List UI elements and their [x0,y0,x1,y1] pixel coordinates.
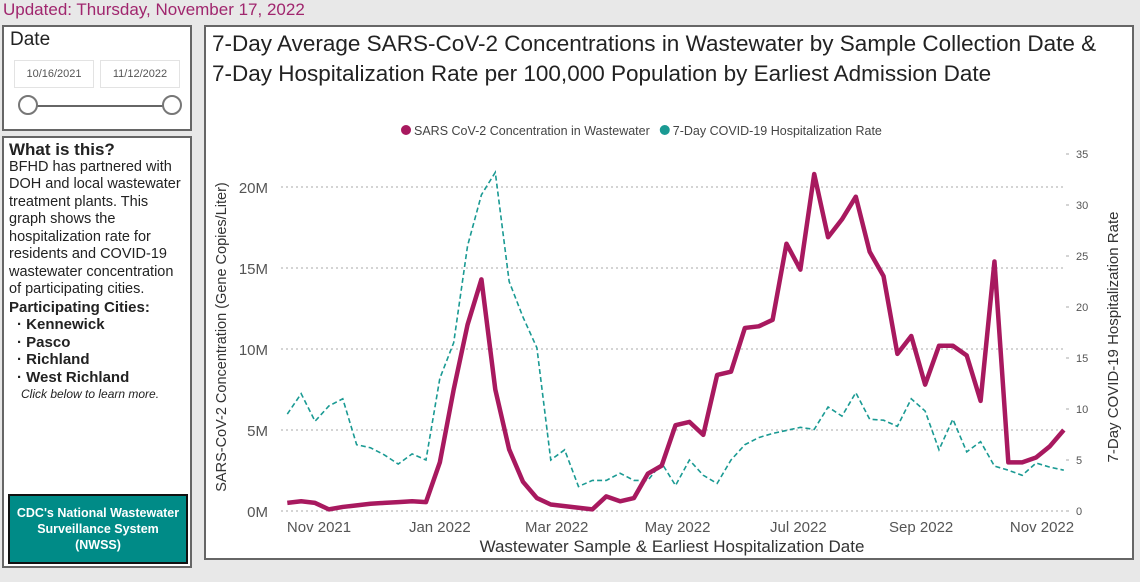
date-filter-label: Date [10,29,51,50]
updated-timestamp: Updated: Thursday, November 17, 2022 [3,0,305,19]
y2-tick-label: 0 [1076,506,1082,518]
city-item: · West Richland [17,368,130,386]
x-tick-label: Nov 2022 [1010,519,1074,536]
city-name: Kennewick [26,316,105,333]
y2-tick-label: 30 [1076,200,1088,212]
slider-start-handle[interactable] [18,95,38,115]
nwss-link-button[interactable]: CDC's National Wastewater Surveillance S… [8,494,188,564]
y2-tick-label: 25 [1076,251,1088,263]
city-name: Pasco [26,333,71,351]
y2-axis-title: 7-Day COVID-19 Hospitalization Rate [1105,212,1122,463]
y-axis-title: SARS-CoV-2 Concentration (Gene Copies/Li… [214,182,230,491]
chart-svg: 0M 5M 10M 15M 20M 0 5 10 15 20 25 30 35 Nov 2021 Jan 2… [214,124,1122,556]
city-name: Richland [26,351,90,368]
date-range-slider[interactable] [30,105,172,107]
y2-tick-label: 35 [1076,149,1088,161]
x-tick-label: Mar 2022 [525,519,588,536]
y2-tick-label: 20 [1076,302,1088,314]
legend-marker-1 [659,125,670,135]
legend-marker-0 [401,125,411,135]
info-heading: What is this? [9,140,115,159]
y-tick-label: 20M [239,180,268,197]
x-tick-label: Sep 2022 [889,519,953,536]
chart-title: 7-Day Average SARS-CoV-2 Concentrations … [212,31,1097,86]
end-date-input[interactable]: 11/12/2022 [100,60,180,88]
info-body: BFHD has partnered with DOH and local wa… [9,158,181,298]
legend-label: SARS CoV-2 Concentration in Wastewater [414,124,650,138]
legend-label: 7-Day COVID-19 Hospitalization Rate [673,124,882,138]
x-tick-label: Nov 2021 [287,519,351,536]
slider-end-handle[interactable] [162,95,182,115]
y2-tick-label: 15 [1076,353,1088,365]
city-item: · Kennewick [17,316,105,333]
learn-more-text: Click below to learn more. [21,387,160,401]
y-tick-label: 5M [247,423,268,440]
cities-heading: Participating Cities: [9,298,150,316]
hospitalization-rate-line [286,170,1064,488]
chart-panel: 7-Day Average SARS-CoV-2 Concentrations … [204,25,1134,560]
y-tick-label: 15M [239,261,268,278]
city-item: · Richland [17,351,90,368]
y2-tick-label: 10 [1076,404,1088,416]
y-tick-label: 10M [239,342,268,359]
date-filter: Date 10/16/2021 11/12/2022 [2,25,192,131]
start-date-input[interactable]: 10/16/2021 [14,60,94,88]
city-item: · Pasco [17,333,71,351]
info-panel: What is this? BFHD has partnered with DO… [2,136,192,568]
x-axis-title: Wastewater Sample & Earliest Hospitaliza… [480,537,865,556]
nwss-button-label: CDC's National Wastewater Surveillance S… [16,506,180,552]
y2-tick-label: 5 [1076,455,1082,467]
city-name: West Richland [26,368,130,386]
x-tick-label: Jan 2022 [409,519,471,536]
x-tick-label: May 2022 [645,519,711,536]
x-tick-label: Jul 2022 [770,519,827,536]
y-tick-label: 0M [247,504,268,521]
